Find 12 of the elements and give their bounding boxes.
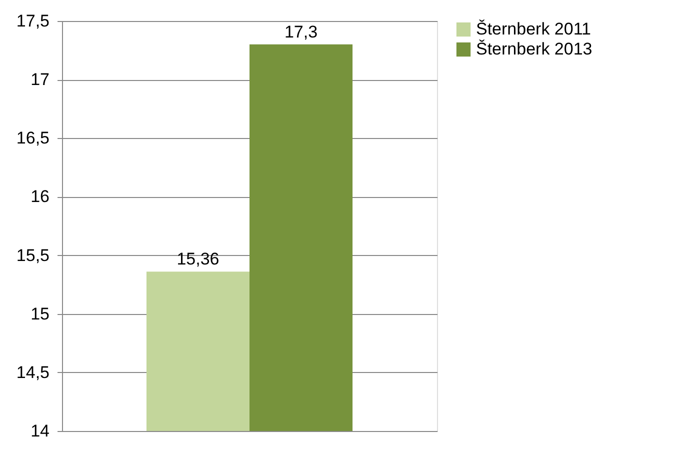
y-tick-label: 14,5 <box>16 362 50 382</box>
data-label: 15,36 <box>176 250 220 269</box>
legend-label: Šternberk 2011 <box>476 20 591 38</box>
data-label: 17,3 <box>284 22 318 42</box>
legend-label: Šternberk 2013 <box>476 40 592 58</box>
y-tick-label: 14 <box>30 422 50 440</box>
y-tick-label: 16 <box>30 187 50 206</box>
y-tick-label: 17 <box>30 70 50 90</box>
y-tick-label: 17,5 <box>16 12 50 30</box>
y-tick-label: 15 <box>30 304 50 324</box>
y-tick-label: 16,5 <box>16 128 50 148</box>
y-tick-label: 15,5 <box>16 246 50 265</box>
